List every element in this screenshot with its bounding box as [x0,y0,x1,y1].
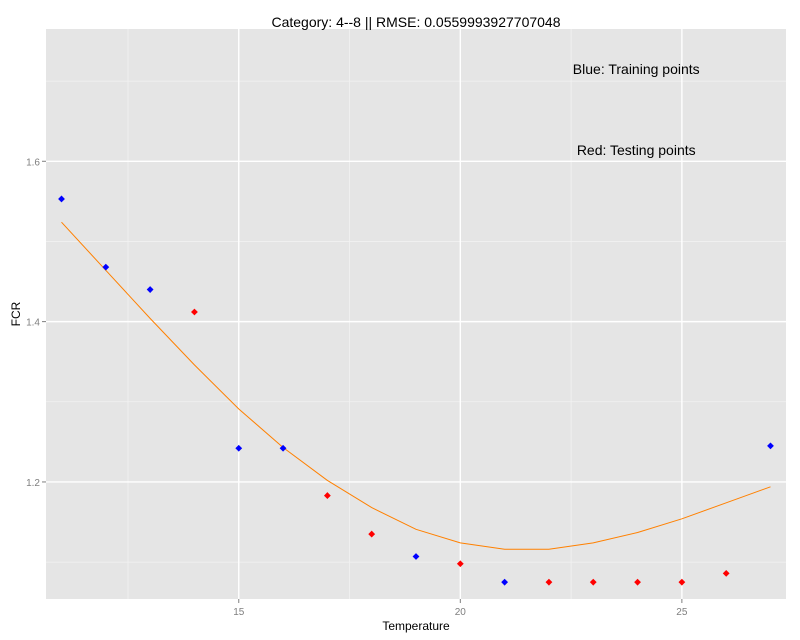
training-point [501,578,509,586]
training-point [767,442,774,450]
annotation-testing: Red: Testing points [577,142,696,158]
y-tick-label: 1.6 [26,157,40,168]
x-tick-label: 15 [233,607,245,618]
testing-point [368,530,376,538]
training-point [146,286,154,293]
training-point [235,444,243,452]
training-point [279,444,287,452]
testing-point [456,560,464,568]
ticks-layer: 15 20 25 1.2 1.4 1.6 [26,157,688,618]
training-point [412,553,420,560]
grid-minor [46,29,786,599]
testing-point [722,569,730,577]
testing-point [589,578,597,586]
x-tick-label: 20 [455,607,467,618]
y-tick-label: 1.4 [26,318,40,329]
testing-point [678,578,686,586]
fitted-curve-line [61,221,771,550]
training-point [58,195,65,203]
testing-point [545,578,553,586]
y-tick-label: 1.2 [26,478,40,489]
chart-title: Category: 4--8 || RMSE: 0.05599939277070… [271,14,560,30]
x-tick-label: 25 [676,607,688,618]
annotation-training: Blue: Training points [573,61,700,77]
training-point [102,263,110,271]
y-axis-title: FCR [9,301,23,326]
testing-point [634,578,641,586]
series-layer [58,195,774,586]
testing-point [191,308,198,316]
testing-point [323,492,331,499]
annotation-layer: Blue: Training points Red: Testing points [573,61,700,158]
grid-major [46,29,786,599]
x-axis-title: Temperature [382,619,450,633]
plot-panel [46,29,786,599]
